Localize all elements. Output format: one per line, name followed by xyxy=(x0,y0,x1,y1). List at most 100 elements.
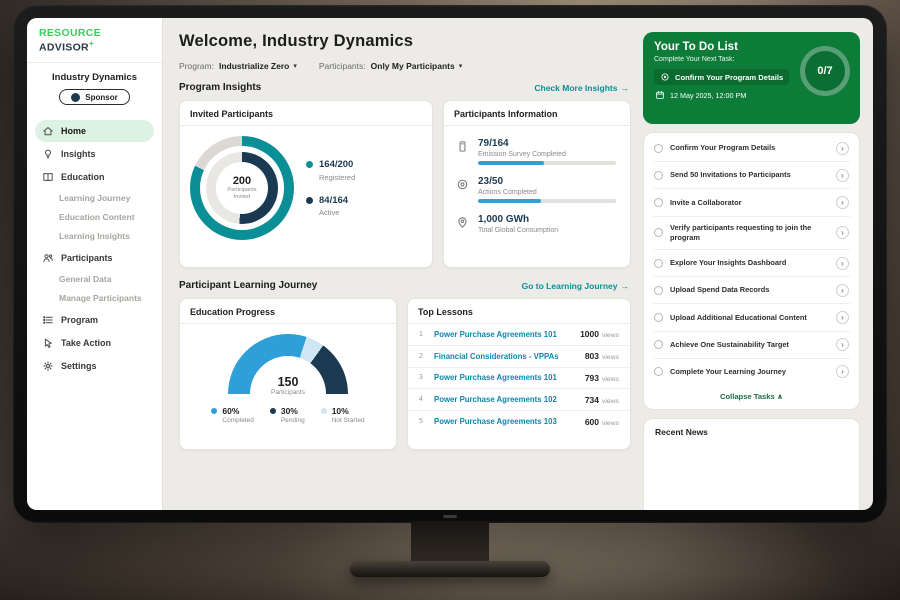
task-checkbox[interactable] xyxy=(654,143,663,153)
lesson-row: 4 Power Purchase Agreements 102 734 views xyxy=(408,389,630,412)
legend-registered: 164/200 Registered xyxy=(306,159,355,182)
task-checkbox[interactable] xyxy=(654,170,663,180)
task-row[interactable]: Upload Additional Educational Content › xyxy=(653,304,850,332)
radio-icon xyxy=(661,73,669,81)
sidebar-item-program[interactable]: Program xyxy=(35,309,154,331)
task-checkbox[interactable] xyxy=(654,312,663,322)
chevron-down-icon: ▾ xyxy=(293,63,297,70)
chevron-right-icon[interactable]: › xyxy=(836,338,849,352)
todo-summary-card: Your To Do List Complete Your Next Task:… xyxy=(643,32,860,124)
task-row[interactable]: Confirm Your Program Details › xyxy=(653,135,850,163)
account-block: Industry Dynamics Sponsor xyxy=(27,63,162,117)
task-row[interactable]: Upload Spend Data Records › xyxy=(653,277,850,305)
actions-completed-row: 23/50 Actions Completed xyxy=(456,171,618,209)
survey-icon xyxy=(459,141,466,152)
active-dot xyxy=(306,196,313,204)
sponsor-icon xyxy=(71,92,81,102)
task-checkbox[interactable] xyxy=(654,258,663,268)
org-name: Industry Dynamics xyxy=(52,71,137,83)
task-checkbox[interactable] xyxy=(654,197,663,207)
emission-survey-progressbar xyxy=(478,161,616,165)
lesson-link[interactable]: Financial Considerations - VPPAs xyxy=(434,351,559,361)
emission-survey-row: 79/164 Emission Survey Completed xyxy=(456,133,618,171)
section-title-learning-journey: Participant Learning Journey xyxy=(179,280,318,291)
learning-journey-cards: Education Progress 150 Participants xyxy=(179,298,631,450)
chevron-right-icon[interactable]: › xyxy=(836,141,849,155)
sidebar-item-education[interactable]: Education xyxy=(35,166,154,188)
brand-primary: RESOURCE xyxy=(39,27,101,39)
task-row[interactable]: Invite a Collaborator › xyxy=(653,189,850,217)
go-to-learning-journey-link[interactable]: Go to Learning Journey → xyxy=(521,280,630,291)
lesson-link[interactable]: Power Purchase Agreements 101 xyxy=(434,373,557,383)
program-insights-header: Program Insights Check More Insights → xyxy=(179,82,629,93)
arrow-right-icon: → xyxy=(620,280,630,291)
participants-information-card: Participants Information 79/164 Emission… xyxy=(443,100,631,268)
sidebar-item-general-data[interactable]: General Data xyxy=(59,274,112,284)
todo-progress-ring: 0/7 xyxy=(800,46,850,96)
task-row[interactable]: Achieve One Sustainability Target › xyxy=(653,332,850,359)
chevron-right-icon[interactable]: › xyxy=(836,365,849,379)
sidebar: RESOURCE ADVISOR+ Industry Dynamics Spon… xyxy=(27,18,163,510)
settings-icon xyxy=(43,360,53,371)
todo-panel: Your To Do List Complete Your Next Task:… xyxy=(643,18,873,510)
sponsor-badge[interactable]: Sponsor xyxy=(59,89,130,105)
learning-journey-header: Participant Learning Journey Go to Learn… xyxy=(179,280,629,291)
page-title: Welcome, Industry Dynamics xyxy=(179,32,414,50)
chevron-right-icon[interactable]: › xyxy=(836,195,849,209)
program-filter[interactable]: Program: Industrialize Zero ▾ xyxy=(179,61,297,71)
sidebar-item-settings[interactable]: Settings xyxy=(35,355,154,377)
sidebar-item-learning-journey[interactable]: Learning Journey xyxy=(59,193,131,203)
task-row[interactable]: Complete Your Learning Journey › xyxy=(653,359,850,385)
filter-bar: Program: Industrialize Zero ▾ Participan… xyxy=(179,61,631,71)
gauge-center: 150 Participants xyxy=(271,375,305,396)
lesson-row: 5 Power Purchase Agreements 103 600 views xyxy=(419,416,619,427)
task-checkbox[interactable] xyxy=(654,285,663,295)
target-icon xyxy=(457,179,468,190)
invited-donut-inner: 200 Participants Invited xyxy=(206,152,278,224)
participants-icon xyxy=(43,253,53,262)
sidebar-item-learning-insights[interactable]: Learning Insights xyxy=(59,231,130,241)
lesson-link[interactable]: Power Purchase Agreements 102 xyxy=(434,395,557,405)
collapse-tasks-link[interactable]: Collapse Tasks ∧ xyxy=(719,391,784,401)
arrow-right-icon: → xyxy=(620,82,630,93)
task-checkbox[interactable] xyxy=(654,340,663,350)
lesson-link[interactable]: Power Purchase Agreements 103 xyxy=(434,417,557,427)
sidebar-item-insights[interactable]: Insights xyxy=(35,143,154,165)
take-action-icon xyxy=(44,338,52,348)
chevron-right-icon[interactable]: › xyxy=(836,283,849,297)
task-row[interactable]: Explore Your Insights Dashboard › xyxy=(653,250,850,278)
next-task-chip[interactable]: Confirm Your Program Details xyxy=(654,69,790,85)
task-checkbox[interactable] xyxy=(654,367,663,377)
consumption-row: 1,000 GWh Total Global Consumption xyxy=(456,209,618,243)
brand-logo: RESOURCE ADVISOR+ xyxy=(27,27,162,63)
participants-filter[interactable]: Participants: Only My Participants ▾ xyxy=(318,61,463,71)
todo-title: Your To Do List xyxy=(654,41,738,53)
task-row[interactable]: Send 50 Invitations to Participants › xyxy=(653,162,850,190)
sidebar-item-manage-participants[interactable]: Manage Participants xyxy=(59,293,142,303)
legend-pending: 30% Pending xyxy=(269,405,305,424)
todo-tasks-card: Confirm Your Program Details › Send 50 I… xyxy=(643,132,860,410)
chevron-right-icon[interactable]: › xyxy=(836,310,849,324)
task-checkbox[interactable] xyxy=(654,228,663,238)
sidebar-item-education-content[interactable]: Education Content xyxy=(59,212,135,222)
sidebar-item-take-action[interactable]: Take Action xyxy=(35,332,154,354)
chevron-right-icon[interactable]: › xyxy=(836,168,849,182)
chevron-right-icon[interactable]: › xyxy=(836,256,849,270)
lesson-link[interactable]: Power Purchase Agreements 101 xyxy=(434,329,557,339)
task-row[interactable]: Verify participants requesting to join t… xyxy=(653,217,850,250)
invited-donut: 200 Participants Invited xyxy=(190,136,294,240)
sidebar-item-home[interactable]: Home xyxy=(35,119,154,142)
section-title-program-insights: Program Insights xyxy=(179,82,262,93)
check-more-insights-link[interactable]: Check More Insights → xyxy=(534,82,630,93)
legend-completed: 60% Completed xyxy=(211,405,254,424)
lesson-row: 3 Power Purchase Agreements 101 793 views xyxy=(408,368,630,390)
sponsor-label: Sponsor xyxy=(85,92,118,102)
chevron-right-icon[interactable]: › xyxy=(836,226,849,240)
lesson-row: 2 Financial Considerations - VPPAs 803 vi… xyxy=(408,346,630,368)
invited-participants-card: Invited Participants 200 Participants In… xyxy=(179,100,433,268)
brand-secondary: ADVISOR xyxy=(39,41,89,54)
insights-icon xyxy=(44,149,52,158)
sidebar-item-participants[interactable]: Participants xyxy=(35,247,154,269)
recent-news-title: Recent News xyxy=(655,426,708,437)
legend-active: 84/164 Active xyxy=(306,195,355,217)
